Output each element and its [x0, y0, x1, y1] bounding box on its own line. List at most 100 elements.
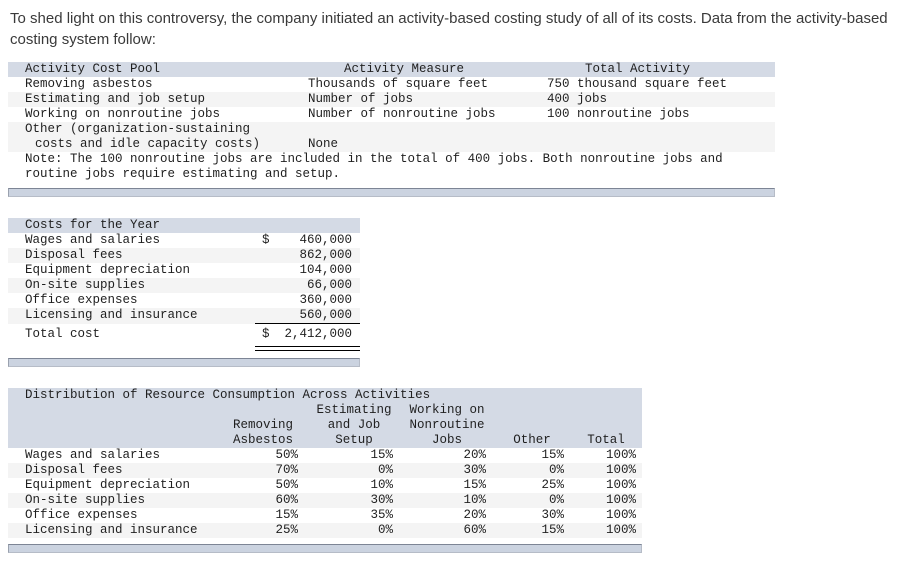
- header-nonroutine-jobs: Working on Nonroutine Jobs: [409, 403, 485, 447]
- cell-amount: 360,000: [255, 293, 360, 308]
- cell-label: Equipment depreciation: [25, 478, 191, 492]
- amount-value: 2,412,000: [284, 327, 352, 341]
- cell-label: Disposal fees: [25, 463, 123, 477]
- distribution-table: Distribution of Resource Consumption Acr…: [8, 388, 642, 538]
- cell-pool-line2: costs and idle capacity costs): [35, 137, 261, 151]
- table-row: Disposal fees 862,000: [8, 248, 360, 263]
- header-estimating-setup: Estimating and Job Setup: [316, 403, 392, 447]
- cell-percent: 100%: [605, 493, 636, 507]
- cell-percent: 25%: [275, 523, 298, 537]
- table-row: Removing asbestos Thousands of square fe…: [8, 77, 775, 92]
- amount-value: 104,000: [299, 263, 352, 277]
- header-other: Other: [513, 433, 551, 447]
- cell-percent: 0%: [377, 523, 393, 537]
- cell-pool: Removing asbestos: [25, 77, 153, 91]
- table-row: Licensing and insurance 25% 0% 60% 15% 1…: [8, 523, 642, 538]
- header-total: Total: [587, 433, 625, 447]
- cell-pool: Working on nonroutine jobs: [25, 107, 221, 121]
- table-row: Estimating and job setup Number of jobs …: [8, 92, 775, 107]
- cell-total: 100 nonroutine jobs: [547, 107, 690, 121]
- currency-symbol: $: [262, 233, 270, 247]
- table-row: Wages and salaries 50% 15% 20% 15% 100%: [8, 448, 642, 463]
- cell-label: Office expenses: [25, 293, 138, 307]
- header-spacer: [8, 403, 218, 448]
- cell-percent: 35%: [370, 508, 393, 522]
- horizontal-scrollbar[interactable]: [8, 358, 360, 367]
- cell-label: Wages and salaries: [25, 448, 161, 462]
- header-removing-asbestos: Removing Asbestos: [232, 418, 293, 447]
- cell-percent: 15%: [275, 508, 298, 522]
- costs-table-title: Costs for the Year: [8, 218, 360, 233]
- cell-measure: Number of nonroutine jobs: [308, 107, 496, 121]
- cell-percent: 100%: [605, 448, 636, 462]
- cell-percent: 100%: [605, 508, 636, 522]
- table-row: Licensing and insurance 560,000: [8, 308, 360, 324]
- cell-label: Office expenses: [25, 508, 138, 522]
- cell-amount: $ 460,000: [255, 233, 360, 248]
- currency-symbol: $: [262, 327, 270, 341]
- note-line2: routine jobs require estimating and setu…: [25, 167, 341, 181]
- cell-label: Disposal fees: [25, 248, 123, 262]
- cell-percent: 15%: [541, 523, 564, 537]
- activity-table: Activity Cost Pool Activity Measure Tota…: [8, 62, 775, 182]
- header-activity-cost-pool: Activity Cost Pool: [25, 62, 161, 76]
- table-row: Equipment depreciation 104,000: [8, 263, 360, 278]
- cell-percent: 25%: [541, 478, 564, 492]
- cell-amount: 560,000: [255, 308, 360, 324]
- table-row: On-site supplies 66,000: [8, 278, 360, 293]
- cell-label: Equipment depreciation: [25, 263, 191, 277]
- cell-percent: 15%: [463, 478, 486, 492]
- cell-percent: 15%: [541, 448, 564, 462]
- horizontal-scrollbar[interactable]: [8, 544, 642, 553]
- cell-percent: 0%: [377, 463, 393, 477]
- distribution-table-title: Distribution of Resource Consumption Acr…: [25, 388, 431, 402]
- cell-percent: 30%: [370, 493, 393, 507]
- header-total-activity: Total Activity: [584, 62, 691, 76]
- cell-measure: Thousands of square feet: [308, 77, 489, 91]
- cell-label: Wages and salaries: [25, 233, 161, 247]
- cell-percent: 10%: [370, 478, 393, 492]
- cell-total: 400 jobs: [547, 92, 608, 106]
- cell-amount: 104,000: [255, 263, 360, 278]
- cell-percent: 50%: [275, 478, 298, 492]
- cell-percent: 0%: [548, 493, 564, 507]
- intro-text: To shed light on this controversy, the c…: [10, 10, 888, 48]
- table-row: Equipment depreciation 50% 10% 15% 25% 1…: [8, 478, 642, 493]
- amount-value: 460,000: [299, 233, 352, 247]
- table-row: Office expenses 15% 35% 20% 30% 100%: [8, 508, 642, 523]
- total-label: Total cost: [25, 327, 101, 341]
- table-row-other: Other (organization-sustaining costs and…: [8, 122, 775, 152]
- cell-amount: 66,000: [255, 278, 360, 293]
- table-row: Wages and salaries $ 460,000: [8, 233, 360, 248]
- table-row: On-site supplies 60% 30% 10% 0% 100%: [8, 493, 642, 508]
- horizontal-scrollbar[interactable]: [8, 188, 775, 197]
- cell-percent: 60%: [275, 493, 298, 507]
- cell-pool: Other (organization-sustaining costs and…: [8, 122, 308, 152]
- distribution-table-header: Distribution of Resource Consumption Acr…: [8, 388, 642, 448]
- cell-percent: 30%: [541, 508, 564, 522]
- cell-label: Licensing and insurance: [25, 523, 198, 537]
- cell-label: On-site supplies: [25, 278, 146, 292]
- cell-measure: None: [308, 137, 339, 151]
- cell-percent: 70%: [275, 463, 298, 477]
- cell-percent: 100%: [605, 463, 636, 477]
- cell-percent: 100%: [605, 478, 636, 492]
- cell-amount: 862,000: [255, 248, 360, 263]
- column-headers-row: Removing Asbestos Estimating and Job Set…: [8, 403, 642, 448]
- cell-percent: 100%: [605, 523, 636, 537]
- cell-label: Licensing and insurance: [25, 308, 198, 322]
- amount-value: 560,000: [299, 308, 352, 322]
- table-row: Disposal fees 70% 0% 30% 0% 100%: [8, 463, 642, 478]
- amount-value: 862,000: [299, 248, 352, 262]
- cell-total: [500, 122, 775, 152]
- cell-measure: Number of jobs: [308, 92, 414, 106]
- activity-table-header-row: Activity Cost Pool Activity Measure Tota…: [8, 62, 775, 77]
- cell-percent: 50%: [275, 448, 298, 462]
- cell-pool-line1: Other (organization-sustaining: [25, 122, 251, 136]
- costs-table: Costs for the Year Wages and salaries $ …: [8, 218, 360, 351]
- cell-percent: 20%: [463, 508, 486, 522]
- cell-total: 750 thousand square feet: [547, 77, 728, 91]
- table-note: Note: The 100 nonroutine jobs are includ…: [8, 152, 775, 182]
- total-row: Total cost $ 2,412,000: [8, 327, 360, 342]
